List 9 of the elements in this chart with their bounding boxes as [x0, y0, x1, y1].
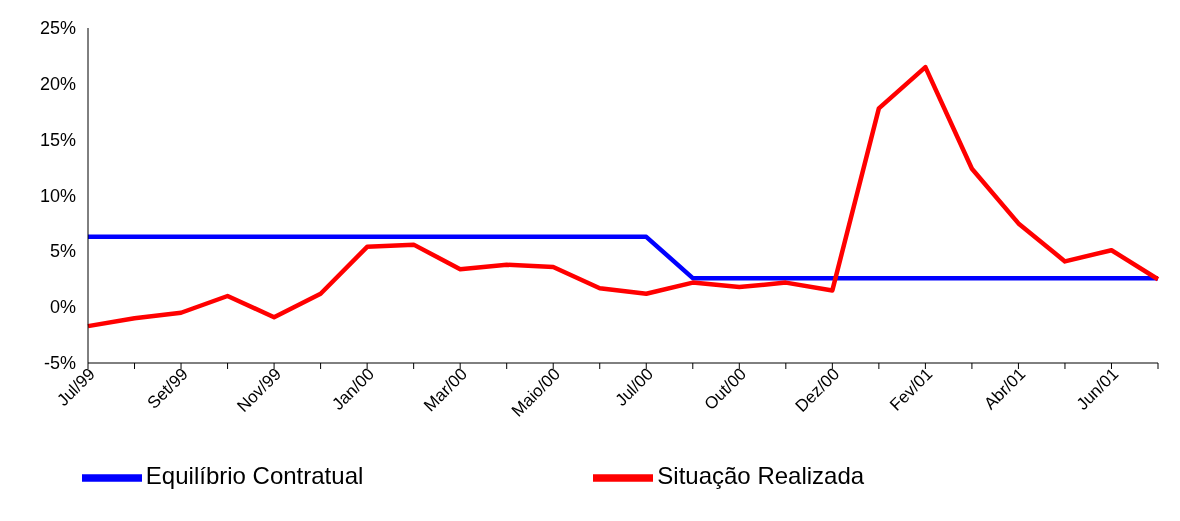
y-tick-label: 5% [49, 241, 76, 262]
y-tick-label: -5% [43, 353, 76, 373]
y-tick-label: 10% [39, 185, 76, 206]
y-tick-label: 25% [39, 18, 76, 38]
legend-label: Equilíbrio Contratual [145, 462, 364, 490]
y-tick-label: 15% [39, 129, 76, 150]
legend-label: Situação Realizada [657, 462, 865, 490]
y-tick-label: 0% [49, 297, 76, 318]
y-tick-label: 20% [39, 73, 76, 94]
